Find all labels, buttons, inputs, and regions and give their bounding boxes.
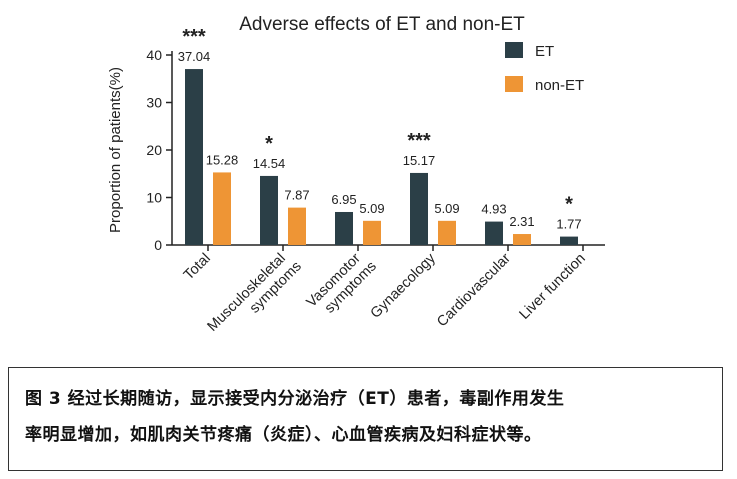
- significance-marker: *: [565, 194, 573, 216]
- value-label: 4.93: [481, 202, 506, 217]
- significance-marker: ***: [407, 130, 431, 152]
- value-label: 15.28: [206, 152, 239, 167]
- value-label: 6.95: [331, 192, 356, 207]
- y-tick-label: 20: [146, 142, 162, 158]
- bar-non-ET: [363, 220, 381, 245]
- caption-line-2: 率明显增加，如肌肉关节疼痛（炎症）、心血管疾病及妇科症状等。: [25, 417, 706, 453]
- y-axis-label: Proportion of patients(%): [107, 67, 124, 233]
- bar-non-ET: [288, 207, 306, 245]
- y-tick-label: 0: [154, 237, 162, 253]
- value-label: 15.17: [403, 153, 436, 168]
- legend: ET non-ET: [505, 42, 584, 94]
- significance-marker: *: [265, 133, 273, 155]
- category-label: Gynaecology: [368, 250, 440, 322]
- legend-label: ET: [535, 43, 554, 60]
- bar-ET: [260, 175, 278, 245]
- caption-line-1: 图 3 经过长期随访，显示接受内分泌治疗（ET）患者，毒副作用发生: [25, 381, 706, 417]
- significance-marker: ***: [182, 26, 206, 48]
- caption-text-1: 经过长期随访，显示接受内分泌治疗（ET）患者，毒副作用发生: [67, 389, 565, 409]
- bars-group: [185, 69, 578, 245]
- value-label: 5.09: [359, 201, 384, 216]
- legend-swatch-non-ET: [505, 76, 523, 92]
- category-label: Cardiovascular: [434, 250, 514, 330]
- category-label: Liver function: [517, 251, 589, 323]
- figure-label: 图 3: [25, 389, 62, 409]
- figure-caption: 图 3 经过长期随访，显示接受内分泌治疗（ET）患者，毒副作用发生 率明显增加，…: [8, 367, 723, 471]
- bar-ET: [335, 211, 353, 245]
- bar-non-ET: [438, 220, 456, 245]
- axes: 0 10 20 30 40: [146, 47, 605, 253]
- category-labels-group: TotalMusculoskeletalsymptomsVasomotorsym…: [181, 250, 589, 335]
- caption-text-2: 率明显增加，如肌肉关节疼痛（炎症）、心血管疾病及妇科症状等。: [25, 425, 542, 445]
- value-label: 1.77: [556, 217, 581, 232]
- value-label: 37.04: [178, 49, 211, 64]
- value-label: 2.31: [509, 214, 534, 229]
- y-tick-label: 40: [146, 47, 162, 63]
- y-tick-label: 10: [146, 190, 162, 206]
- y-tick-label: 30: [146, 95, 162, 111]
- bar-non-ET: [213, 172, 231, 245]
- bar-non-ET: [513, 234, 531, 245]
- chart-title: Adverse effects of ET and non-ET: [239, 14, 525, 35]
- bar-ET: [410, 172, 428, 245]
- value-label: 5.09: [434, 201, 459, 216]
- bar-chart: Adverse effects of ET and non-ET Proport…: [107, 14, 605, 335]
- bar-ET: [485, 221, 503, 245]
- chart-container: Adverse effects of ET and non-ET Proport…: [107, 14, 605, 335]
- legend-swatch-ET: [505, 42, 523, 58]
- value-label: 14.54: [253, 156, 286, 171]
- value-label: 7.87: [284, 188, 309, 203]
- bar-ET: [560, 236, 578, 245]
- category-label: Total: [181, 251, 214, 284]
- legend-label: non-ET: [535, 77, 584, 94]
- bar-ET: [185, 69, 203, 245]
- value-labels-group: 37.04***15.28 14.54*7.87 6.955.0915.17***5…: [178, 26, 582, 232]
